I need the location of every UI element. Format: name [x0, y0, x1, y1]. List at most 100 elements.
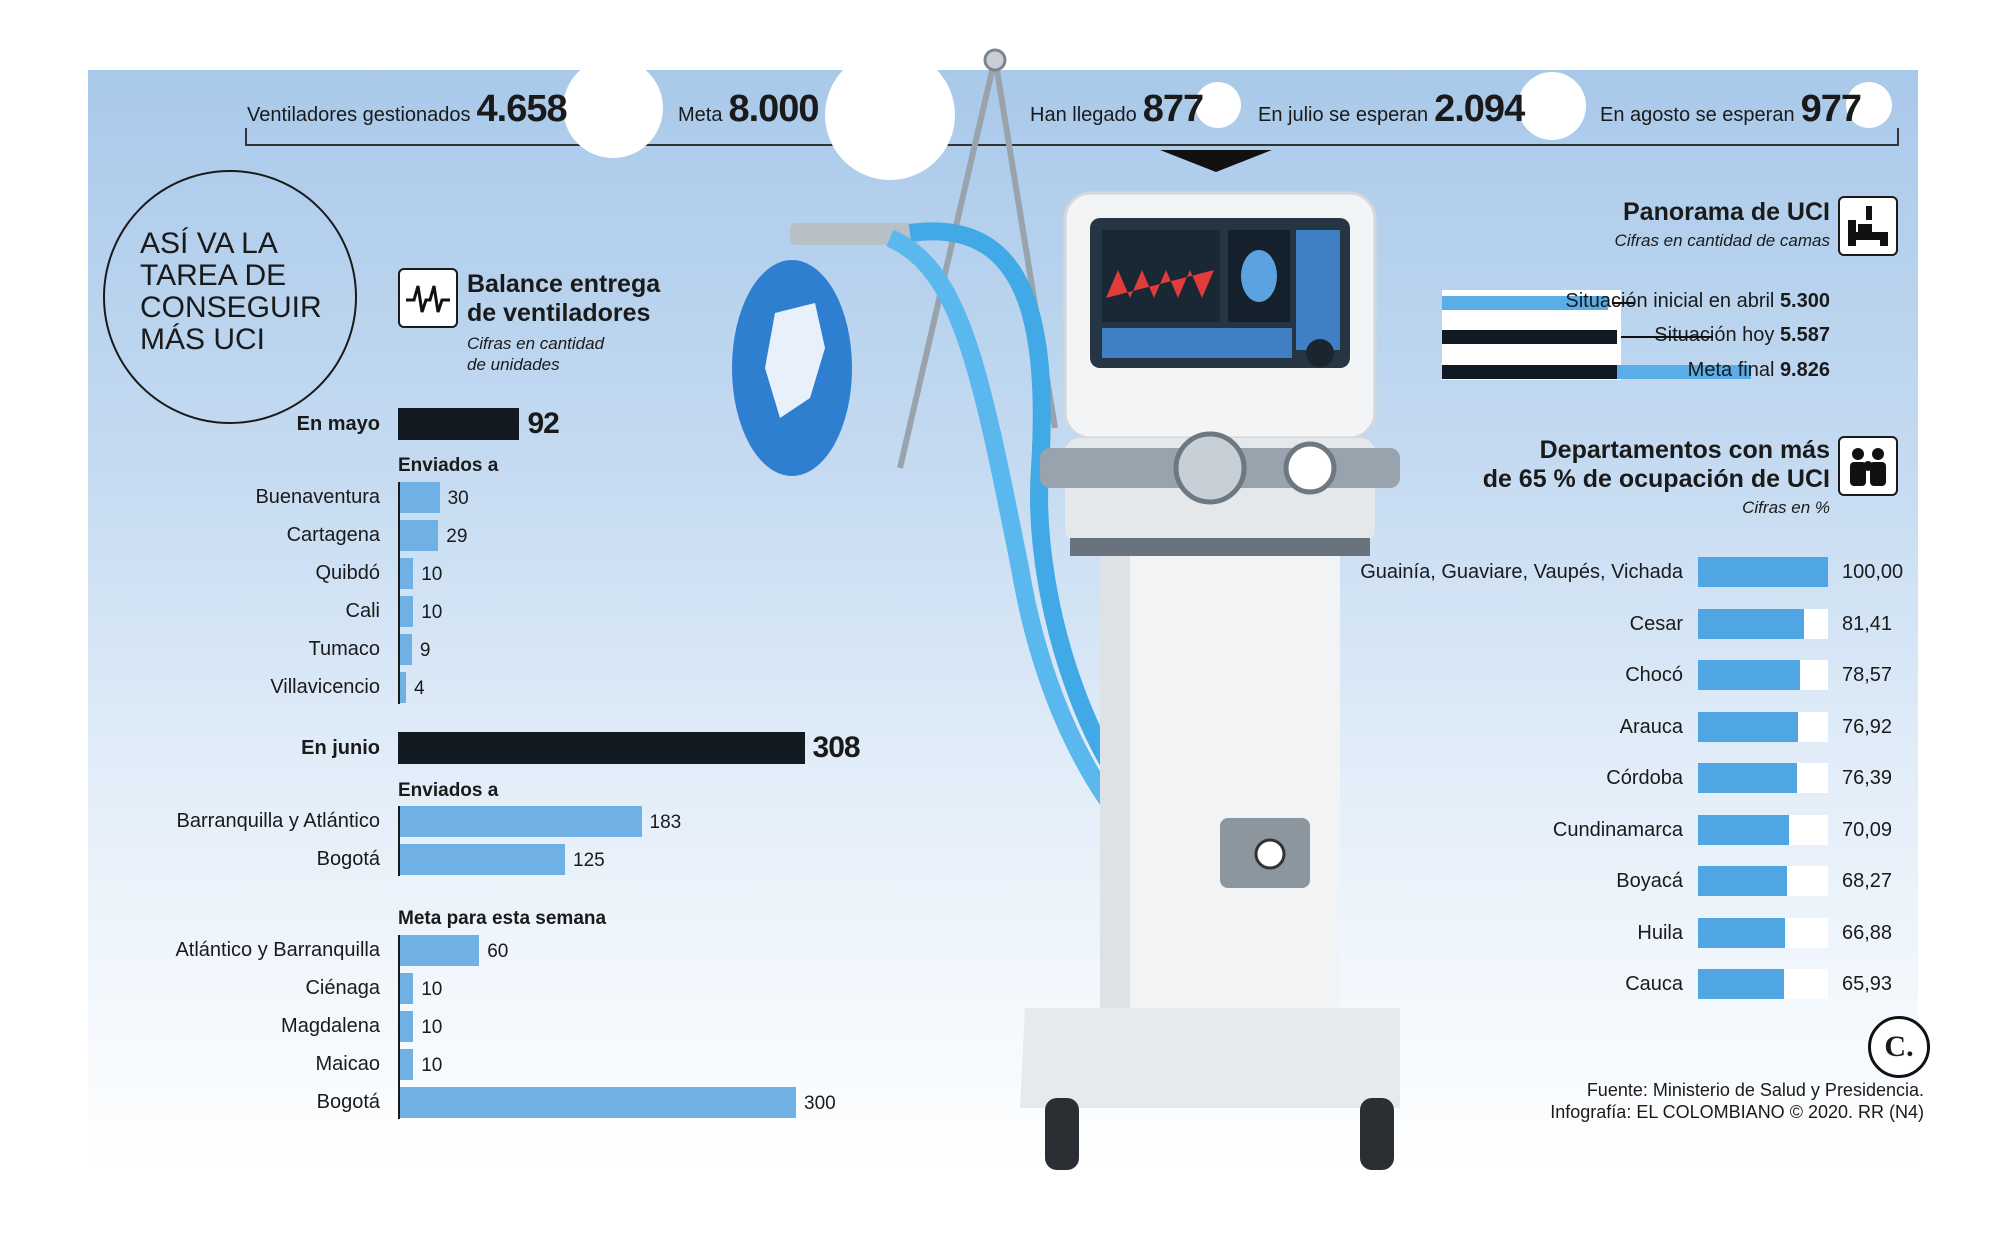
- pulse-icon: [398, 268, 458, 328]
- occ-bar: [1698, 763, 1798, 793]
- value-bar: [400, 806, 642, 837]
- occ-value-label: 70,09: [1842, 818, 1893, 841]
- value-bar: [400, 520, 439, 551]
- departamentos-title-line: Departamentos con más: [1539, 436, 1830, 464]
- value-bar: [400, 672, 406, 703]
- uci-row-label: Situación inicial en abril 5.300: [1565, 290, 1830, 313]
- occ-value-label: 76,39: [1842, 767, 1893, 789]
- value-label: 30: [447, 488, 469, 509]
- value-label: 300: [804, 1093, 836, 1114]
- logo-badge: C.: [1868, 1016, 1930, 1078]
- occ-bar: [1698, 814, 1790, 845]
- value-label: 9: [419, 640, 431, 661]
- occ-value-label: 78,57: [1842, 664, 1893, 686]
- circle-title-line: MÁS UCI: [140, 323, 266, 356]
- down-arrow-icon: [1160, 150, 1272, 172]
- value-label: 10: [421, 602, 443, 623]
- stat-label: Han llegado: [1030, 104, 1137, 126]
- bed-icon: [1838, 196, 1898, 256]
- category-label: Tumaco: [308, 638, 380, 660]
- value-bar: [400, 935, 480, 966]
- occ-category-label: Guainía, Guaviare, Vaupés, Vichada: [1360, 561, 1683, 583]
- uci-subtitle: Cifras en cantidad de camas: [1614, 231, 1830, 250]
- stat-value: 4.658: [476, 88, 568, 130]
- stat-label: Ventiladores gestionados: [247, 104, 471, 126]
- title-circle: [103, 170, 357, 424]
- category-label: Bogotá: [316, 1091, 380, 1113]
- value-bar: [400, 973, 414, 1004]
- uci-bar-extra: [1617, 365, 1751, 379]
- balance-subtitle-line: de unidades: [467, 355, 560, 374]
- occ-bar: [1698, 866, 1787, 896]
- occ-category-label: Cundinamarca: [1552, 818, 1683, 841]
- occ-category-label: Chocó: [1625, 664, 1683, 686]
- value-label: 125: [573, 850, 605, 871]
- occ-category-label: Cesar: [1629, 612, 1683, 635]
- stat-label: En julio se esperan: [1258, 104, 1429, 126]
- bubble-5: [1846, 82, 1892, 128]
- stat-han-llegado: Han llegado 877: [1030, 88, 1204, 131]
- category-label: Cali: [345, 600, 380, 622]
- occ-category-label: Huila: [1637, 921, 1683, 944]
- value-label: 10: [421, 979, 443, 1000]
- value-label: 4: [414, 678, 425, 699]
- value-bar: [400, 1049, 414, 1080]
- occ-bar: [1698, 969, 1784, 999]
- category-label: Barranquilla y Atlántico: [176, 810, 380, 832]
- occ-category-label: Boyacá: [1616, 870, 1683, 892]
- stat-value: 877: [1142, 88, 1204, 130]
- axis-line: [398, 806, 400, 876]
- stat-meta: Meta 8.000: [678, 88, 820, 131]
- uci-category: Situación hoy: [1654, 324, 1780, 346]
- uci-row-label: Meta final 9.826: [1688, 359, 1830, 382]
- uci-value: 9.826: [1779, 359, 1830, 381]
- category-label: Maicao: [315, 1053, 380, 1075]
- occ-value-label: 68,27: [1842, 870, 1893, 892]
- value-bar: [400, 596, 414, 627]
- category-label: Quibdó: [315, 562, 381, 584]
- occ-bar: [1698, 711, 1798, 742]
- occ-category-label: Córdoba: [1606, 767, 1683, 789]
- stat-label: Meta: [678, 104, 723, 126]
- occ-value-label: 76,92: [1842, 715, 1893, 738]
- category-label: Cartagena: [286, 524, 380, 546]
- section-subhead: Meta para esta semana: [398, 908, 607, 929]
- circle-title-line: TAREA DE: [140, 259, 287, 292]
- ventilator-illustration: [732, 48, 1400, 1170]
- footer-source: Fuente: Ministerio de Salud y Presidenci…: [1586, 1080, 1924, 1100]
- people-icon: [1838, 436, 1898, 496]
- total-bar: [398, 732, 805, 764]
- bubble-1: [563, 58, 663, 158]
- axis-line: [398, 482, 400, 704]
- stat-julio: En julio se esperan 2.094: [1258, 88, 1525, 131]
- value-label: 10: [421, 564, 443, 585]
- category-label: Buenaventura: [255, 486, 380, 508]
- total-value: 308: [812, 731, 861, 764]
- total-value: 92: [527, 407, 559, 440]
- uci-bar: [1442, 365, 1618, 379]
- category-label: Bogotá: [316, 848, 380, 870]
- pointer-line: [1612, 302, 1635, 304]
- category-label: Ciénaga: [305, 977, 380, 999]
- top-strip-bracket: [245, 128, 1899, 146]
- value-bar: [400, 1011, 414, 1042]
- occ-category-label: Arauca: [1619, 715, 1683, 738]
- balance-title-line: Balance entrega: [467, 270, 661, 298]
- balance-title: Balance entrega de ventiladores: [467, 270, 660, 328]
- section-label: En mayo: [296, 413, 380, 435]
- uci-row-label: Situación hoy 5.587: [1654, 324, 1830, 347]
- uci-bar: [1442, 296, 1609, 310]
- occ-category-label: Cauca: [1625, 973, 1683, 995]
- axis-line: [398, 935, 400, 1119]
- value-label: 60: [487, 941, 509, 962]
- section-subhead: Enviados a: [398, 455, 499, 476]
- stat-value: 2.094: [1434, 88, 1525, 130]
- departamentos-title: Departamentos con más de 65 % de ocupaci…: [1483, 436, 1830, 494]
- balance-subtitle-line: Cifras en cantidad: [467, 334, 605, 353]
- departamentos-subtitle: Cifras en %: [1742, 498, 1830, 517]
- circle-title-line: CONSEGUIR: [140, 291, 322, 324]
- pointer-line: [1621, 336, 1714, 338]
- value-label: 29: [446, 526, 468, 547]
- category-label: Atlántico y Barranquilla: [175, 939, 380, 961]
- value-label: 183: [649, 812, 682, 833]
